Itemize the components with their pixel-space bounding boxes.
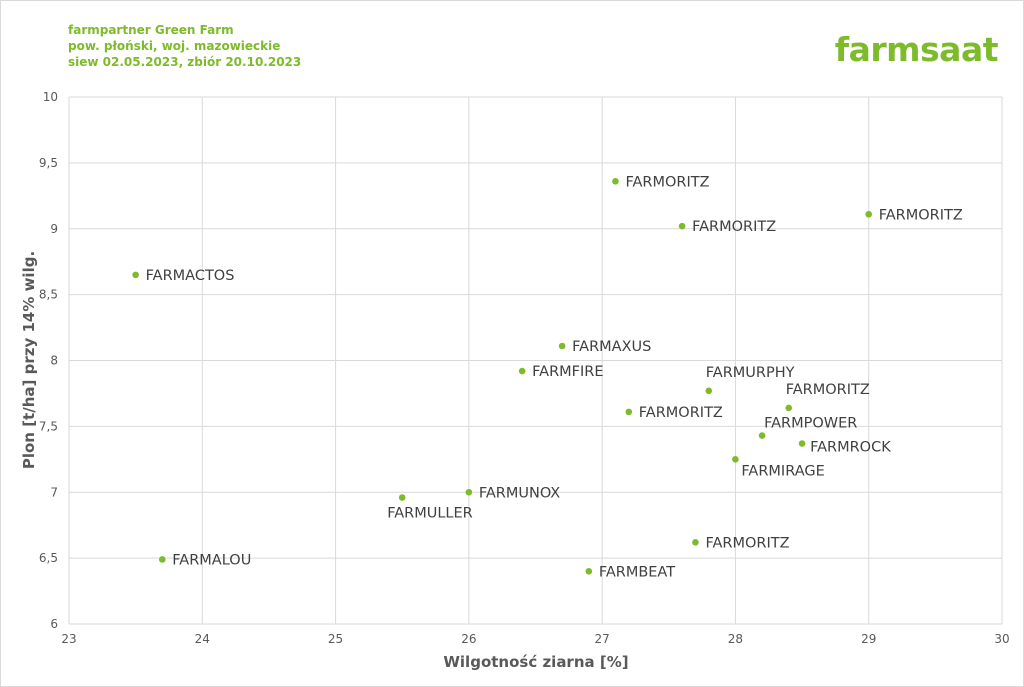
header-farm-name: farmpartner Green Farm: [68, 23, 234, 37]
data-point-marker: [612, 178, 619, 185]
data-point-label: FARMORITZ: [625, 174, 709, 190]
data-point-marker: [758, 432, 766, 439]
data-point-label: FARMROCK: [810, 440, 891, 456]
data-point-label: FARMULLER: [387, 506, 473, 522]
x-tick-label: 29: [861, 632, 876, 646]
data-point-marker: [585, 568, 593, 575]
data-point-marker: [692, 539, 699, 546]
data-point-label: FARMBEAT: [599, 564, 675, 580]
data-point-label: FARMORITZ: [705, 535, 789, 551]
x-axis-title: Wilgotność ziarna [%]: [443, 653, 628, 671]
data-point-marker: [798, 440, 806, 447]
data-point-label: FARMACTOS: [146, 268, 235, 284]
y-tick-label: 9,5: [39, 156, 58, 170]
chart-header: farmpartner Green Farm pow. płoński, woj…: [68, 22, 301, 70]
data-point-label: FARMPOWER: [764, 416, 857, 432]
data-point-marker: [398, 494, 406, 501]
y-tick-label: 6: [50, 617, 58, 631]
x-tick-label: 28: [728, 632, 743, 646]
data-point-marker: [705, 387, 713, 395]
data-point-label: FARMAXUS: [572, 339, 651, 355]
data-point-marker: [465, 488, 473, 496]
y-tick-label: 7,5: [39, 419, 58, 433]
data-point-marker: [732, 456, 739, 463]
data-point-marker: [558, 342, 566, 350]
y-tick-label: 8: [50, 354, 58, 368]
x-tick-label: 25: [328, 632, 343, 646]
data-points: FARMORITZ FARMORITZ FARMORITZ FARMACTOS FARM…: [132, 174, 963, 580]
grid-lines: [68, 96, 1003, 625]
y-tick-label: 6,5: [39, 551, 58, 565]
x-tick-label: 26: [461, 632, 476, 646]
y-axis-title: Plon [t/ha] przy 14% wilg.: [20, 251, 38, 469]
data-point-label: FARMORITZ: [786, 382, 870, 398]
y-tick-label: 8,5: [39, 288, 58, 302]
header-location: pow. płoński, woj. mazowieckie: [68, 39, 281, 53]
data-point-marker: [678, 222, 686, 230]
data-point-label: FARMURPHY: [706, 365, 795, 381]
y-tick-label: 9: [50, 222, 58, 236]
y-tick-labels: 6 6,5 7 7,5 8 8,5 9 9,5 10: [39, 90, 58, 631]
data-point-marker: [625, 408, 633, 416]
data-point-label: FARMORITZ: [692, 219, 776, 235]
y-tick-label: 10: [43, 90, 58, 104]
x-tick-label: 24: [195, 632, 210, 646]
data-point-label: FARMIRAGE: [741, 463, 824, 479]
data-point-marker: [785, 404, 793, 412]
data-point-marker: [159, 556, 166, 563]
data-point-label: FARMORITZ: [879, 207, 963, 223]
data-point-marker: [518, 367, 526, 375]
data-point-marker: [865, 210, 873, 218]
x-tick-label: 27: [595, 632, 610, 646]
data-point-label: FARMFIRE: [532, 364, 603, 380]
x-tick-label: 30: [994, 632, 1009, 646]
data-point-label: FARMORITZ: [639, 405, 723, 421]
data-point-label: FARMALOU: [172, 552, 251, 568]
y-tick-label: 7: [50, 485, 58, 499]
x-tick-labels: 23 24 25 26 27 28 29 30: [61, 632, 1009, 646]
data-point-label: FARMUNOX: [479, 485, 560, 501]
farmsaat-logo: farmsaat: [834, 30, 999, 69]
data-point-marker: [132, 271, 139, 279]
x-tick-label: 23: [61, 632, 76, 646]
header-dates: siew 02.05.2023, zbiór 20.10.2023: [68, 55, 302, 69]
